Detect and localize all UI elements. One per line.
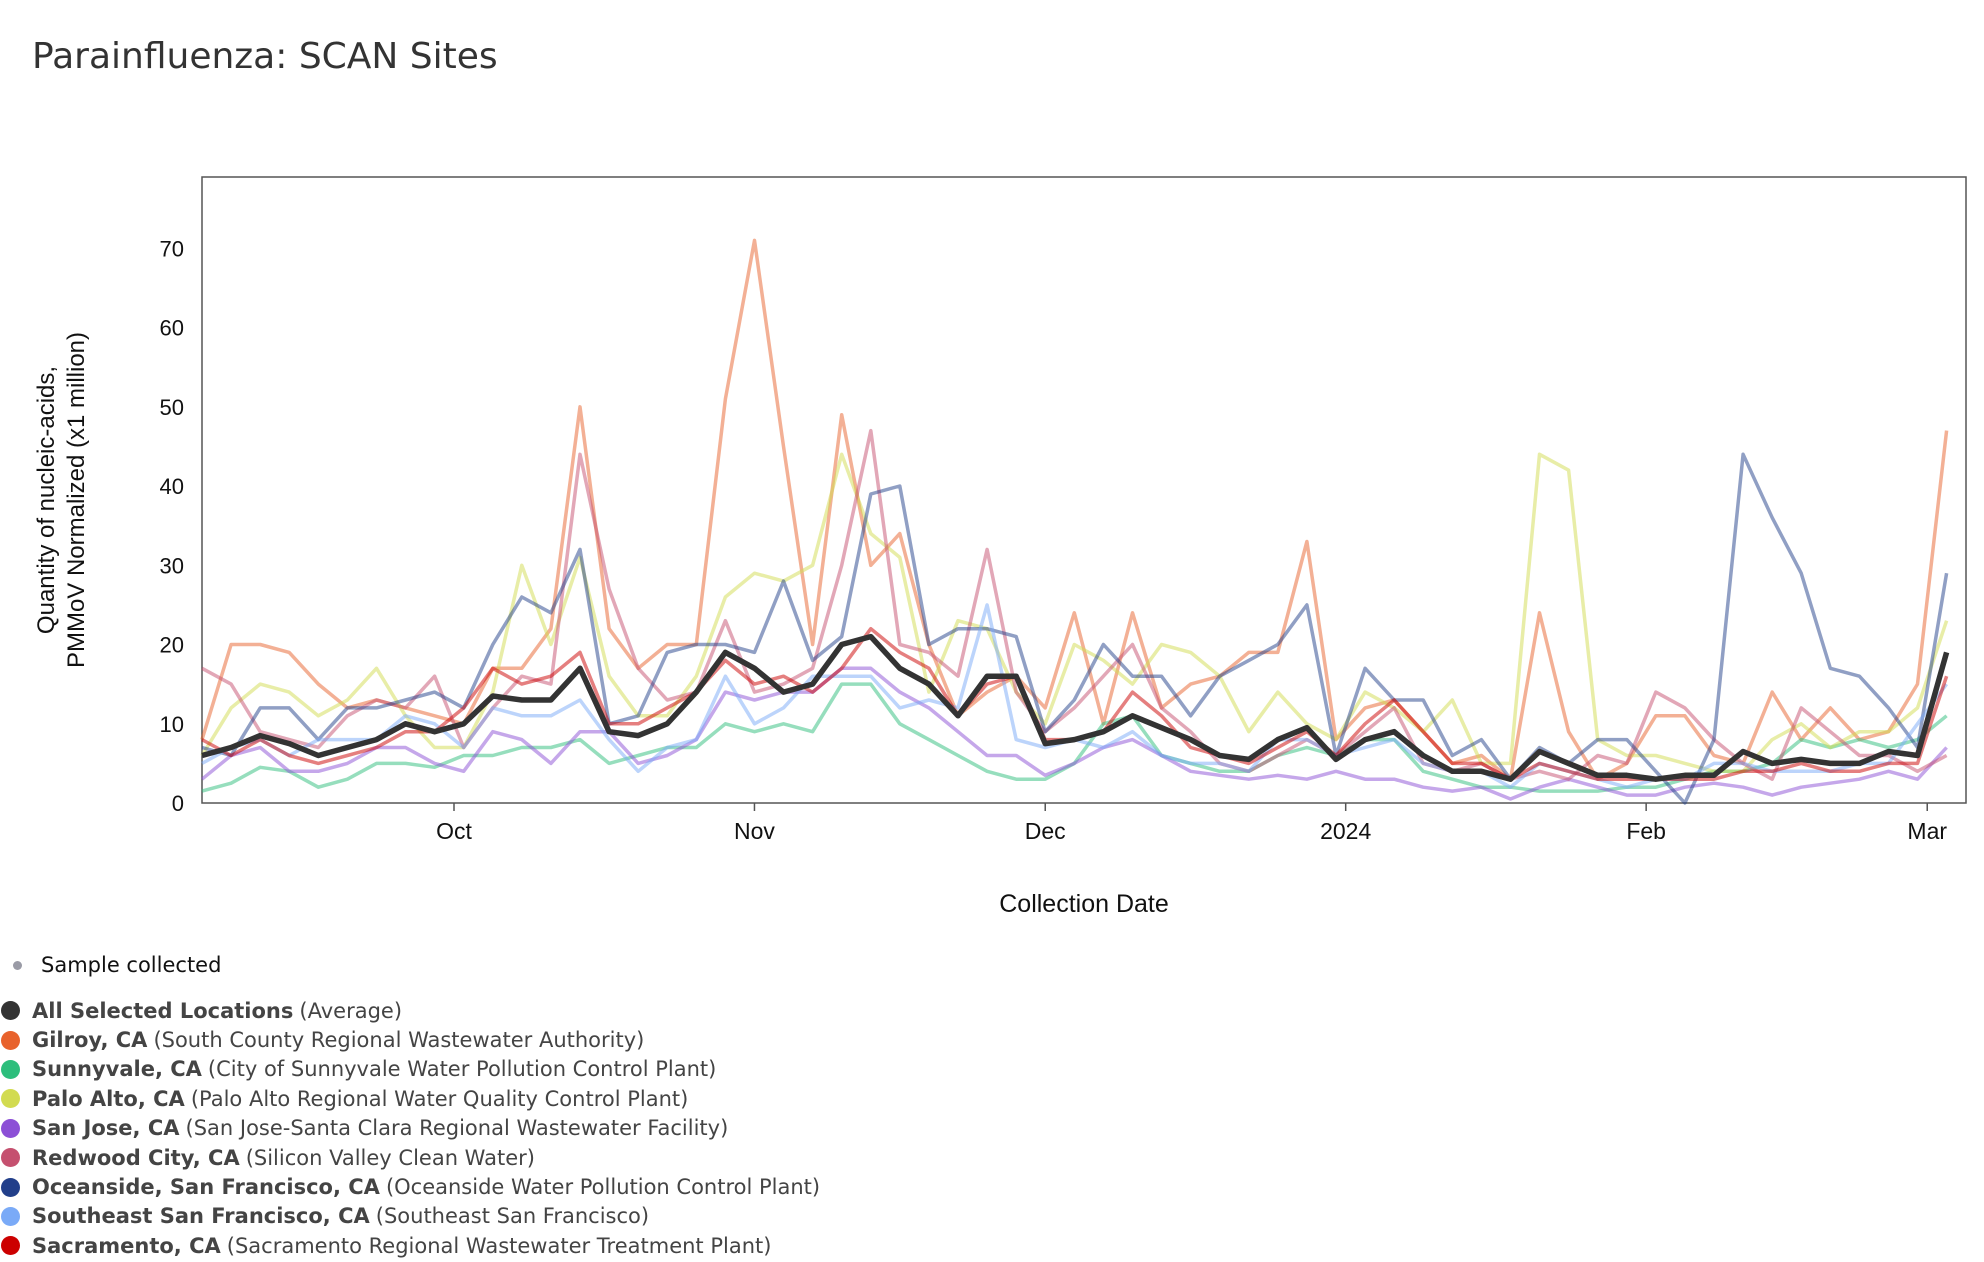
legend-color-dot-icon <box>1 1001 20 1021</box>
y-tick-label: 30 <box>160 553 184 578</box>
y-tick-label: 40 <box>160 474 184 499</box>
legend-item[interactable]: All Selected Locations (Average) <box>0 996 820 1025</box>
legend-color-dot-icon <box>1 1059 20 1079</box>
legend-facility: (Average) <box>299 998 403 1023</box>
legend-location: Southeast San Francisco, CA <box>32 1204 370 1229</box>
y-tick-label: 10 <box>160 712 184 737</box>
y-tick-label: 0 <box>172 791 184 816</box>
legend-facility: (Oceanside Water Pollution Control Plant… <box>385 1175 821 1200</box>
y-axis-label-line-1: Quantity of nucleic-acids, <box>33 365 60 635</box>
legend-facility: (City of Sunnyvale Water Pollution Contr… <box>207 1057 717 1082</box>
legend-item[interactable]: Redwood City, CA (Silicon Valley Clean Wa… <box>0 1143 820 1172</box>
legend-facility: (Sacramento Regional Wastewater Treatmen… <box>226 1233 772 1258</box>
legend-color-dot-icon <box>1 1177 20 1197</box>
legend-location: Redwood City, CA <box>32 1145 240 1170</box>
x-tick-label: Oct <box>436 818 472 844</box>
series-line-san-jose-ca <box>200 666 1948 801</box>
y-tick-label: 20 <box>160 633 184 658</box>
y-tick-label: 50 <box>160 395 184 420</box>
legend-location: Sunnyvale, CA <box>32 1057 202 1082</box>
legend-facility: (Southeast San Francisco) <box>375 1204 650 1229</box>
x-tick-label: Mar <box>1907 818 1947 844</box>
x-axis-label: Collection Date <box>999 890 1169 918</box>
legend-location: San Jose, CA <box>32 1116 180 1141</box>
legend-item[interactable]: San Jose, CA (San Jose-Santa Clara Region… <box>0 1114 820 1143</box>
x-tick-label: Nov <box>734 818 775 844</box>
x-axis: Oct Nov Dec 2024 Feb Mar <box>436 803 1947 844</box>
legend-color-dot-icon <box>1 1030 20 1050</box>
x-tick-label: Dec <box>1025 818 1066 844</box>
y-tick-label: 70 <box>160 236 184 261</box>
legend-item[interactable]: Sacramento, CA (Sacramento Regional Waste… <box>0 1231 820 1260</box>
legend-sample-label: Sample collected <box>41 953 222 977</box>
series-line-average <box>201 633 1950 782</box>
y-tick-label: 60 <box>160 316 184 341</box>
legend-item[interactable]: Palo Alto, CA (Palo Alto Regional Water Q… <box>0 1084 820 1113</box>
legend-location: Gilroy, CA <box>32 1028 148 1053</box>
legend: Sample collected All Selected Locations(… <box>0 950 820 1261</box>
legend-location: Palo Alto, CA <box>32 1086 185 1111</box>
legend-facility: (San Jose-Santa Clara Regional Wastewate… <box>185 1116 729 1141</box>
x-tick-label: Feb <box>1626 818 1666 844</box>
series-line-palo-alto-ca <box>200 452 1949 774</box>
legend-item[interactable]: Oceanside, San Francisco, CA (Oceanside W… <box>0 1172 820 1201</box>
legend-color-dot-icon <box>1 1118 20 1138</box>
y-axis: 0 10 20 30 40 50 60 70 <box>160 236 184 816</box>
legend-color-dot-icon <box>1 1236 20 1256</box>
legend-item[interactable]: Sunnyvale, CA (City of Sunnyvale Water Po… <box>0 1055 820 1084</box>
series-line-oceanside-san-francisco-ca <box>201 452 1949 805</box>
legend-item[interactable]: Gilroy, CA (South County Regional Wastewa… <box>0 1025 820 1054</box>
y-axis-label: Quantity of nucleic-acids, PMMoV Normali… <box>32 300 92 700</box>
y-axis-label-line-2: PMMoV Normalized (x1 million) <box>63 331 90 669</box>
x-tick-label: 2024 <box>1320 818 1371 844</box>
sample-dot-icon <box>13 960 22 970</box>
legend-location: All Selected Locations <box>32 998 294 1023</box>
legend-color-dot-icon <box>1 1148 20 1168</box>
legend-facility: (Silicon Valley Clean Water) <box>245 1145 535 1170</box>
series-lines <box>200 238 1950 805</box>
legend-color-dot-icon <box>1 1089 20 1109</box>
legend-facility: (Palo Alto Regional Water Quality Contro… <box>190 1086 689 1111</box>
legend-facility: (South County Regional Wastewater Author… <box>153 1028 645 1053</box>
legend-item[interactable]: Southeast San Francisco, CA (Southeast Sa… <box>0 1202 820 1231</box>
legend-color-dot-icon <box>1 1206 20 1226</box>
chart-title: Parainfluenza: SCAN Sites <box>32 36 498 77</box>
legend-sample-collected: Sample collected <box>0 950 820 980</box>
legend-location: Oceanside, San Francisco, CA <box>32 1175 380 1200</box>
plot-frame <box>201 176 1967 804</box>
legend-location: Sacramento, CA <box>32 1233 221 1258</box>
